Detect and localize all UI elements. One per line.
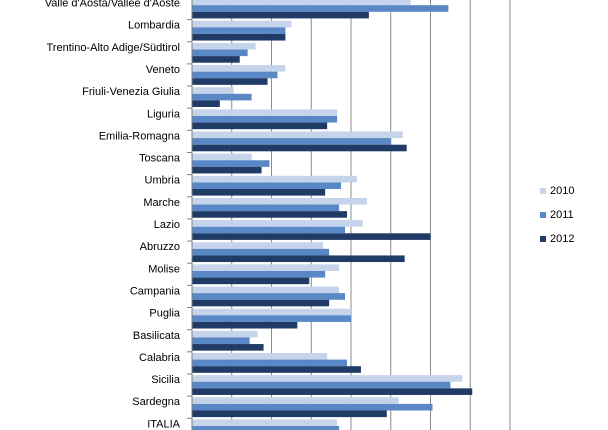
bar-calabria-2010 bbox=[192, 353, 328, 360]
bar-molise-2010 bbox=[192, 264, 340, 271]
bar-veneto-2010 bbox=[192, 65, 286, 72]
category-label-friuli-venezia-giulia: Friuli-Venezia Giulia bbox=[82, 86, 181, 98]
category-label-trentino-alto-adige-sudtirol: Trentino-Alto Adige/Südtirol bbox=[47, 42, 181, 54]
bar-abruzzo-2011 bbox=[192, 248, 330, 256]
category-label-campania: Campania bbox=[130, 285, 181, 297]
bar-italia-2011 bbox=[192, 426, 340, 430]
bar-lombardia-2010 bbox=[192, 20, 292, 28]
bar-marche-2010 bbox=[192, 197, 367, 205]
bar-umbria-2011 bbox=[192, 182, 342, 189]
legend-label-2012: 2012 bbox=[550, 233, 574, 245]
category-labels: Valle d'Aosta/Vallée d'Aoste Lombardia Tre… bbox=[45, 0, 181, 430]
bar-liguria-2011 bbox=[192, 115, 338, 123]
bar-friuli-venezia-giulia-2010 bbox=[192, 87, 234, 94]
legend: 2010 2011 2012 bbox=[540, 185, 574, 245]
bars bbox=[192, 0, 473, 430]
legend-label-2010: 2010 bbox=[550, 185, 574, 197]
bar-puglia-2012 bbox=[192, 321, 298, 329]
bar-sicilia-2010 bbox=[192, 375, 463, 382]
bar-liguria-2010 bbox=[192, 109, 338, 116]
category-axis bbox=[187, 0, 193, 430]
bar-abruzzo-2012 bbox=[192, 255, 405, 263]
category-label-umbria: Umbria bbox=[145, 175, 181, 187]
bar-lazio-2012 bbox=[192, 233, 431, 240]
bar-friuli-venezia-giulia-2012 bbox=[192, 100, 220, 107]
bar-emilia-romagna-2010 bbox=[192, 131, 403, 139]
category-label-sicilia: Sicilia bbox=[151, 374, 181, 386]
category-label-sardegna: Sardegna bbox=[132, 396, 181, 408]
legend-label-2011: 2011 bbox=[550, 209, 574, 221]
bar-valle-d-aosta-vallee-d-aoste-2011 bbox=[192, 5, 449, 12]
bar-puglia-2010 bbox=[192, 308, 351, 316]
bar-valle-d-aosta-vallee-d-aoste-2012 bbox=[192, 11, 369, 19]
bar-valle-d-aosta-vallee-d-aoste-2010 bbox=[192, 0, 411, 6]
category-label-puglia: Puglia bbox=[149, 308, 180, 320]
bar-lombardia-2012 bbox=[192, 33, 286, 41]
category-label-calabria: Calabria bbox=[139, 352, 181, 364]
bar-sardegna-2012 bbox=[192, 410, 387, 418]
bar-basilicata-2010 bbox=[192, 330, 258, 338]
bar-veneto-2012 bbox=[192, 78, 268, 85]
bar-liguria-2012 bbox=[192, 122, 328, 130]
bar-sardegna-2010 bbox=[192, 397, 399, 404]
bar-calabria-2012 bbox=[192, 366, 361, 373]
bar-umbria-2012 bbox=[192, 189, 326, 196]
category-label-marche: Marche bbox=[143, 197, 180, 209]
bar-italia-2010 bbox=[192, 419, 338, 427]
bar-lazio-2010 bbox=[192, 220, 363, 227]
bar-umbria-2010 bbox=[192, 175, 357, 183]
bar-toscana-2011 bbox=[192, 160, 270, 167]
bar-sicilia-2011 bbox=[192, 381, 451, 389]
bar-trentino-alto-adige-sudtirol-2011 bbox=[192, 49, 248, 57]
bar-trentino-alto-adige-sudtirol-2012 bbox=[192, 56, 240, 63]
bar-sardegna-2011 bbox=[192, 403, 433, 411]
bar-veneto-2011 bbox=[192, 71, 278, 79]
bar-toscana-2010 bbox=[192, 153, 252, 161]
category-label-toscana: Toscana bbox=[139, 153, 181, 165]
bar-molise-2011 bbox=[192, 271, 326, 278]
category-label-italia: ITALIA bbox=[147, 418, 180, 430]
bar-trentino-alto-adige-sudtirol-2010 bbox=[192, 42, 256, 50]
bar-lombardia-2011 bbox=[192, 27, 286, 34]
bar-basilicata-2012 bbox=[192, 344, 264, 351]
category-label-lombardia: Lombardia bbox=[128, 20, 181, 32]
category-label-veneto: Veneto bbox=[146, 64, 180, 76]
bar-friuli-venezia-giulia-2011 bbox=[192, 93, 252, 101]
legend-swatch-2012 bbox=[540, 236, 546, 242]
bar-marche-2011 bbox=[192, 204, 340, 212]
bar-lazio-2011 bbox=[192, 226, 346, 234]
category-label-basilicata: Basilicata bbox=[133, 330, 181, 342]
bar-molise-2012 bbox=[192, 277, 310, 285]
legend-swatch-2011 bbox=[540, 212, 546, 218]
category-label-liguria: Liguria bbox=[147, 108, 181, 120]
bar-emilia-romagna-2011 bbox=[192, 138, 391, 145]
bar-sicilia-2012 bbox=[192, 388, 473, 395]
bar-calabria-2011 bbox=[192, 359, 348, 367]
bar-emilia-romagna-2012 bbox=[192, 144, 407, 152]
legend-swatch-2010 bbox=[540, 188, 546, 194]
category-label-lazio: Lazio bbox=[154, 219, 180, 231]
bar-basilicata-2011 bbox=[192, 337, 250, 345]
bar-puglia-2011 bbox=[192, 315, 351, 322]
bar-marche-2012 bbox=[192, 211, 348, 218]
category-label-molise: Molise bbox=[148, 263, 180, 275]
bar-campania-2012 bbox=[192, 299, 330, 307]
category-label-valle-d-aosta-vallee-d-aoste: Valle d'Aosta/Vallée d'Aoste bbox=[45, 0, 180, 10]
bar-campania-2011 bbox=[192, 293, 346, 300]
bar-abruzzo-2010 bbox=[192, 242, 324, 249]
category-label-abruzzo: Abruzzo bbox=[140, 241, 180, 253]
bar-toscana-2012 bbox=[192, 166, 262, 174]
category-label-emilia-romagna: Emilia-Romagna bbox=[99, 130, 181, 142]
bar-campania-2010 bbox=[192, 286, 340, 294]
